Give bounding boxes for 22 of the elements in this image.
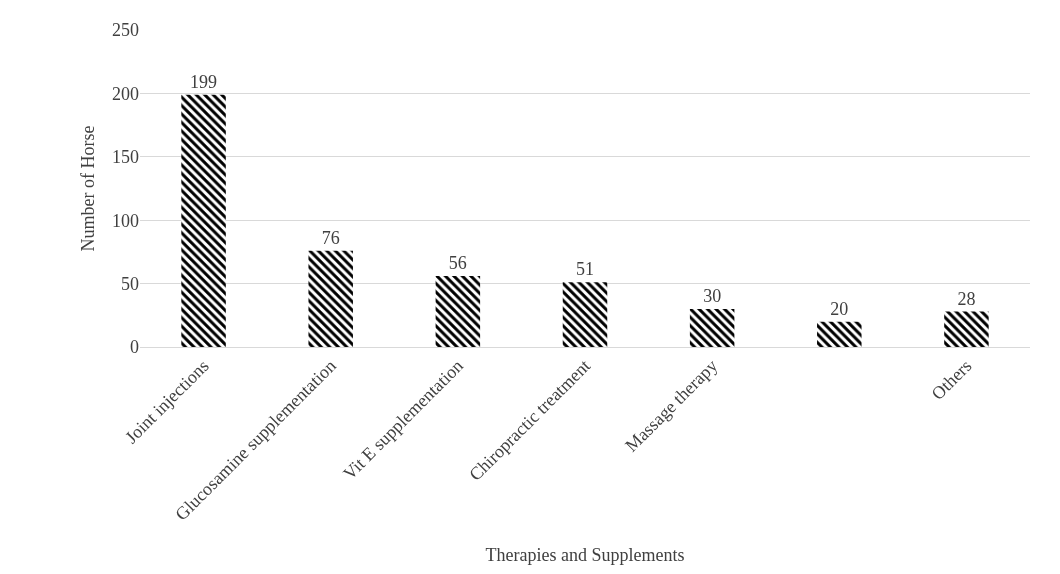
y-tick-label: 250 [112,20,139,41]
bar [817,321,862,347]
bar [689,308,735,347]
data-label: 30 [703,285,722,306]
data-label: 56 [448,252,467,273]
bar [435,275,481,347]
y-tick-label: 100 [112,210,139,231]
bar [181,94,226,347]
bar [944,311,989,347]
bar [308,250,353,347]
data-label: 20 [830,298,849,319]
y-tick-label: 200 [112,83,139,104]
y-tick-label: 50 [121,273,139,294]
bar [562,282,608,347]
x-axis-title: Therapies and Supplements [485,545,685,566]
y-tick-label: 0 [130,337,139,358]
data-label: 199 [190,71,218,92]
data-label: 51 [576,259,594,280]
data-label: 28 [957,288,976,309]
y-tick-label: 150 [112,147,139,168]
y-axis-title: Number of Horse [78,125,98,252]
data-label: 76 [321,227,340,248]
